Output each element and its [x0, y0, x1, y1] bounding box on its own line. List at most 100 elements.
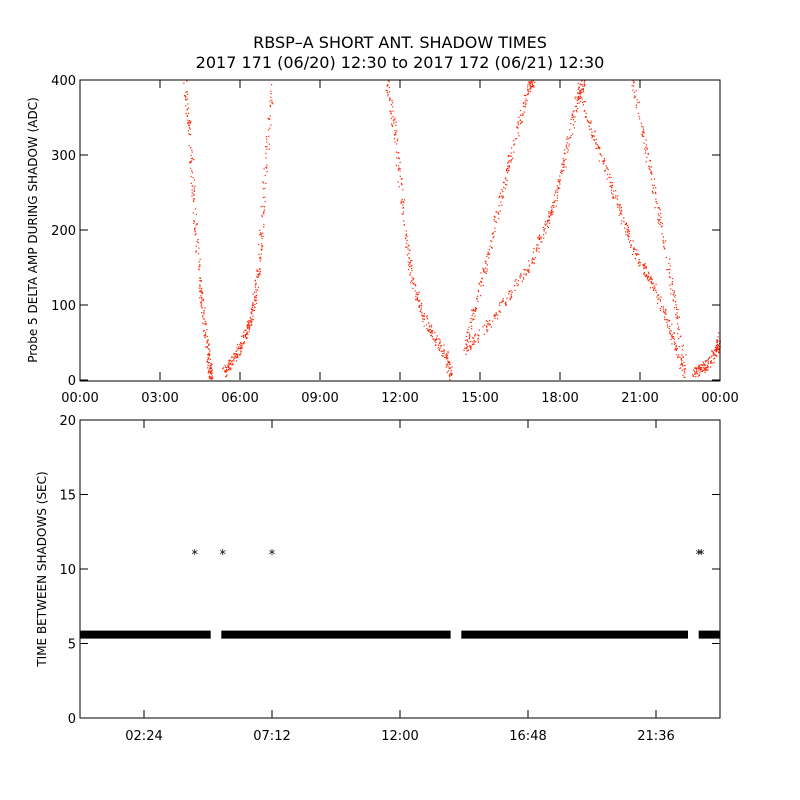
- delta-amp-point: [473, 309, 475, 311]
- delta-amp-point: [589, 128, 591, 130]
- delta-amp-point: [266, 146, 268, 148]
- delta-amp-point: [606, 173, 609, 176]
- delta-amp-point: [499, 311, 501, 313]
- delta-amp-point: [240, 345, 242, 347]
- delta-amp-point: [429, 326, 431, 328]
- delta-amp-point: [642, 126, 644, 128]
- delta-amp-point: [633, 247, 635, 249]
- delta-amp-point: [254, 299, 256, 301]
- delta-amp-point: [478, 335, 480, 337]
- delta-amp-point: [524, 100, 526, 102]
- delta-amp-point: [466, 339, 468, 341]
- delta-amp-y-tick-label: 0: [68, 374, 76, 389]
- delta-amp-point: [271, 99, 273, 101]
- delta-amp-point: [395, 121, 397, 123]
- delta-amp-point: [677, 333, 679, 335]
- delta-amp-point: [534, 257, 536, 259]
- delta-amp-point: [699, 368, 701, 370]
- delta-amp-point: [192, 159, 194, 161]
- delta-amp-point: [396, 140, 399, 142]
- delta-amp-point: [625, 222, 627, 224]
- delta-amp-point: [191, 185, 193, 187]
- time-between-x-tick-label: 21:36: [637, 729, 674, 744]
- delta-amp-point: [547, 219, 549, 221]
- delta-amp-point: [428, 331, 430, 333]
- delta-amp-point: [190, 182, 192, 184]
- delta-amp-point: [474, 333, 477, 335]
- delta-amp-point: [241, 347, 243, 349]
- delta-amp-point: [498, 304, 501, 306]
- delta-amp-point: [447, 360, 449, 362]
- delta-amp-point: [553, 201, 555, 203]
- delta-amp-point: [578, 95, 580, 97]
- delta-amp-point: [685, 354, 687, 356]
- delta-amp-point: [636, 253, 638, 255]
- delta-amp-point: [684, 372, 686, 374]
- delta-amp-point: [520, 275, 522, 277]
- delta-amp-point: [412, 277, 414, 280]
- delta-amp-point: [239, 347, 241, 349]
- delta-amp-point: [708, 357, 711, 359]
- delta-amp-point: [199, 290, 201, 292]
- delta-amp-point: [211, 375, 213, 377]
- delta-amp-point: [494, 220, 496, 222]
- delta-amp-point: [451, 366, 453, 368]
- delta-amp-point: [619, 207, 621, 209]
- delta-amp-point: [437, 347, 439, 349]
- delta-amp-point: [227, 364, 229, 366]
- time-between-y-tick-label: 10: [59, 563, 76, 578]
- delta-amp-point: [669, 276, 671, 279]
- delta-amp-point: [628, 230, 630, 232]
- delta-amp-point: [652, 191, 654, 193]
- delta-amp-point: [652, 289, 655, 291]
- delta-amp-point: [194, 230, 196, 232]
- delta-amp-point: [538, 247, 540, 249]
- delta-amp-point: [604, 159, 606, 161]
- delta-amp-point: [671, 323, 673, 325]
- delta-amp-point: [699, 364, 701, 366]
- delta-amp-point: [521, 115, 523, 117]
- delta-amp-point: [186, 80, 188, 82]
- delta-amp-point: [639, 262, 641, 264]
- delta-amp-point: [448, 375, 450, 377]
- delta-amp-point: [506, 170, 508, 172]
- delta-amp-point: [474, 308, 477, 310]
- delta-amp-point: [255, 297, 257, 299]
- delta-amp-point: [599, 147, 601, 149]
- delta-amp-point: [389, 97, 391, 99]
- delta-amp-point: [609, 181, 611, 183]
- delta-amp-point: [704, 371, 706, 373]
- delta-amp-point: [188, 124, 190, 126]
- delta-amp-point: [529, 81, 531, 83]
- delta-amp-point: [651, 282, 653, 284]
- delta-amp-point: [204, 335, 206, 337]
- delta-amp-point: [247, 320, 250, 322]
- delta-amp-point: [239, 343, 241, 346]
- delta-amp-point: [252, 302, 254, 304]
- delta-amp-point: [627, 234, 629, 236]
- delta-amp-point: [664, 312, 666, 314]
- delta-amp-point: [469, 345, 471, 347]
- delta-amp-point: [627, 231, 629, 233]
- delta-amp-point: [251, 310, 253, 312]
- delta-amp-point: [650, 278, 653, 280]
- delta-amp-point: [502, 298, 504, 300]
- delta-amp-point: [505, 304, 507, 306]
- delta-amp-point: [207, 367, 209, 369]
- delta-amp-x-tick-label: 09:00: [301, 391, 338, 406]
- delta-amp-point: [580, 96, 582, 98]
- delta-amp-point: [551, 210, 553, 212]
- delta-amp-point: [717, 348, 719, 350]
- delta-amp-point: [431, 331, 433, 333]
- delta-amp-point: [201, 307, 203, 309]
- delta-amp-point: [243, 336, 245, 338]
- delta-amp-point: [565, 144, 567, 146]
- delta-amp-point: [206, 341, 208, 343]
- delta-amp-point: [231, 356, 233, 358]
- delta-amp-point: [668, 272, 670, 274]
- delta-amp-point: [590, 134, 592, 136]
- delta-amp-point: [501, 189, 503, 191]
- delta-amp-point: [199, 277, 201, 279]
- delta-amp-point: [654, 178, 656, 180]
- delta-amp-point: [509, 165, 511, 167]
